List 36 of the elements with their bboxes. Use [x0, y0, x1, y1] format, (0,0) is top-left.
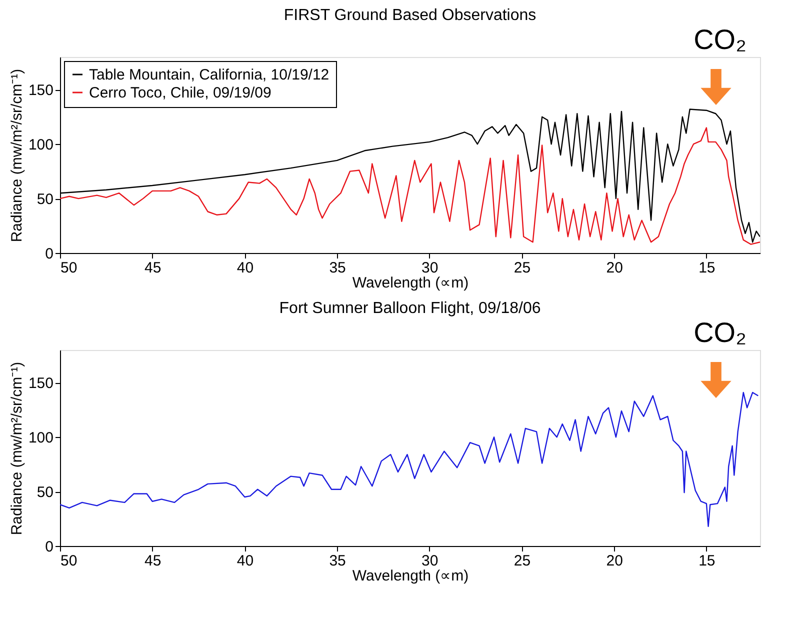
x-tick-label: 20 — [606, 260, 623, 276]
line-series — [60, 392, 759, 527]
x-tick-label: 25 — [514, 552, 531, 570]
y-tick-label: 50 — [36, 484, 54, 502]
x-tick-label: 15 — [698, 260, 716, 276]
y-tick-label: 100 — [28, 136, 54, 154]
chart-title: Fort Sumner Balloon Flight, 09/18/06 — [279, 300, 541, 317]
x-tick-label: 50 — [60, 260, 78, 276]
chart-title: FIRST Ground Based Observations — [284, 7, 536, 24]
text: CO₂ — [694, 317, 746, 348]
x-tick-label: 45 — [144, 260, 162, 276]
x-tick-label: 20 — [606, 552, 623, 570]
y-tick-label: 100 — [28, 430, 54, 447]
text: CO₂ — [694, 24, 746, 55]
x-axis-title: Wavelength (∝m) — [352, 274, 469, 292]
y-tick-label: 0 — [45, 246, 54, 262]
x-tick-label: 35 — [329, 260, 346, 276]
x-tick-label: 50 — [60, 552, 78, 570]
x-tick-label: 15 — [698, 552, 716, 570]
x-tick-label: 35 — [329, 552, 346, 570]
y-axis-title: Radiance (mw/m²/sr/cm⁻¹) — [8, 362, 26, 536]
x-tick-label: 40 — [236, 260, 254, 276]
x-tick-label: 40 — [236, 552, 254, 570]
legend-label: Cerro Toco, Chile, 09/19/09 — [89, 84, 272, 102]
legend-label: Table Mountain, California, 10/19/12 — [89, 66, 330, 84]
x-tick-label: 25 — [514, 260, 531, 276]
y-axis-title: Radiance (mw/m²/sr/cm⁻¹) — [8, 68, 26, 242]
x-axis-title: Wavelength (∝m) — [352, 568, 469, 584]
y-tick-label: 150 — [28, 82, 54, 100]
x-tick-label: 30 — [422, 260, 438, 276]
line-series — [60, 127, 760, 245]
y-tick-label: 150 — [28, 375, 54, 392]
x-tick-label: 30 — [422, 552, 438, 570]
y-tick-label: 0 — [45, 538, 54, 556]
x-tick-label: 45 — [144, 552, 162, 570]
y-tick-label: 50 — [36, 191, 54, 208]
